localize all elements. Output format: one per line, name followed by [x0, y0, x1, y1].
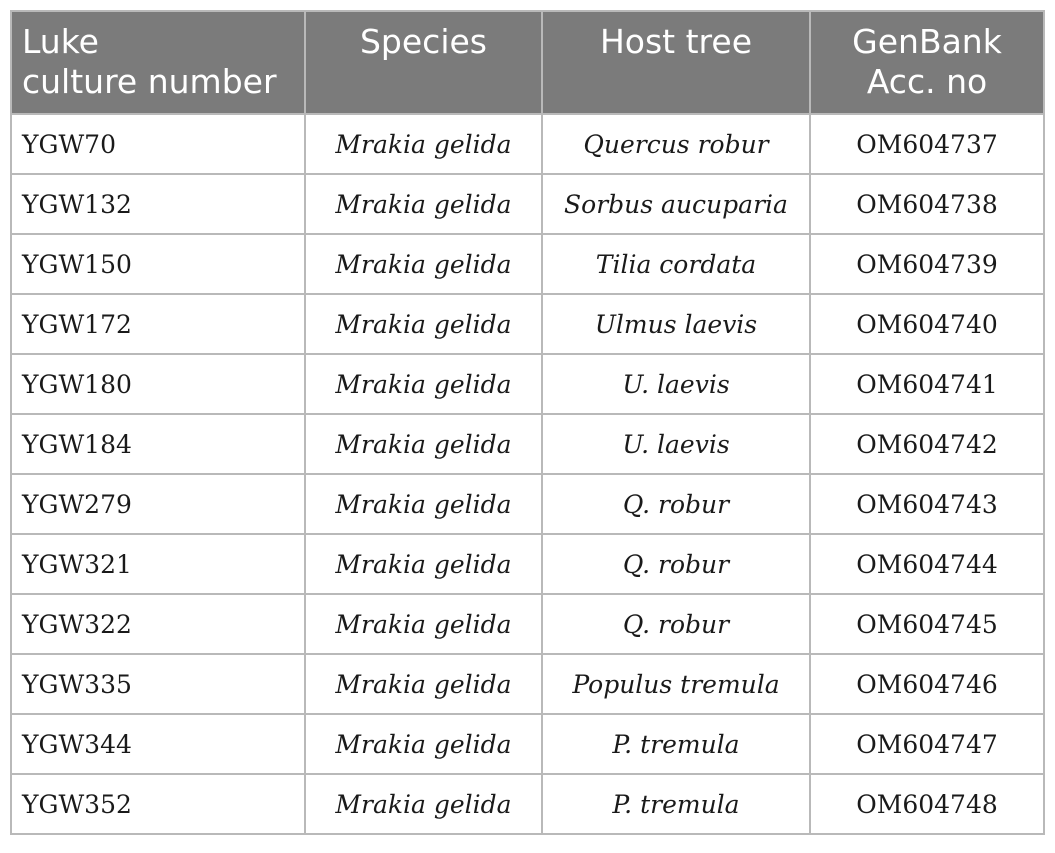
table-row: YGW150 Mrakia gelida Tilia cordata OM604739 [10, 233, 1045, 295]
genbank-acc-cell: OM604741 [809, 353, 1045, 415]
table-row: YGW344 Mrakia gelida P. tremula OM604747 [10, 713, 1045, 775]
header-culture-number: Luke culture number [10, 10, 306, 115]
header-genbank-acc-line-1: GenBank [852, 22, 1002, 61]
host-tree-cell: Quercus robur [541, 113, 811, 175]
genbank-acc-cell: OM604737 [809, 113, 1045, 175]
genbank-acc-cell: OM604746 [809, 653, 1045, 715]
table-row: YGW132 Mrakia gelida Sorbus aucuparia OM604… [10, 173, 1045, 235]
table-row: YGW321 Mrakia gelida Q. robur OM604744 [10, 533, 1045, 595]
culture-number-cell: YGW322 [10, 593, 306, 655]
header-culture-number-line-1: Luke [22, 22, 99, 61]
species-cell: Mrakia gelida [304, 113, 543, 175]
host-tree-cell: Populus tremula [541, 653, 811, 715]
host-tree-cell: P. tremula [541, 773, 811, 835]
host-tree-cell: Q. robur [541, 533, 811, 595]
culture-number-cell: YGW132 [10, 173, 306, 235]
genbank-acc-cell: OM604743 [809, 473, 1045, 535]
header-row: Luke culture number Species Host tree Ge… [10, 10, 1045, 115]
genbank-acc-cell: OM604744 [809, 533, 1045, 595]
table-row: YGW70 Mrakia gelida Quercus robur OM604737 [10, 113, 1045, 175]
header-genbank-acc: GenBank Acc. no [809, 10, 1045, 115]
host-tree-cell: Ulmus laevis [541, 293, 811, 355]
table-row: YGW335 Mrakia gelida Populus tremula OM6047… [10, 653, 1045, 715]
table-header: Luke culture number Species Host tree Ge… [10, 10, 1045, 115]
genbank-acc-cell: OM604747 [809, 713, 1045, 775]
culture-number-cell: YGW184 [10, 413, 306, 475]
table-row: YGW172 Mrakia gelida Ulmus laevis OM604740 [10, 293, 1045, 355]
table-row: YGW322 Mrakia gelida Q. robur OM604745 [10, 593, 1045, 655]
table-row: YGW279 Mrakia gelida Q. robur OM604743 [10, 473, 1045, 535]
culture-number-cell: YGW279 [10, 473, 306, 535]
species-cell: Mrakia gelida [304, 773, 543, 835]
culture-number-cell: YGW180 [10, 353, 306, 415]
genbank-acc-cell: OM604745 [809, 593, 1045, 655]
culture-number-cell: YGW335 [10, 653, 306, 715]
header-species: Species [304, 10, 543, 115]
genbank-acc-cell: OM604739 [809, 233, 1045, 295]
table-body: YGW70 Mrakia gelida Quercus robur OM604737 Y… [10, 113, 1045, 835]
species-cell: Mrakia gelida [304, 653, 543, 715]
species-cell: Mrakia gelida [304, 233, 543, 295]
species-cell: Mrakia gelida [304, 593, 543, 655]
host-tree-cell: U. laevis [541, 353, 811, 415]
header-culture-number-line-2: culture number [22, 62, 277, 101]
genbank-acc-cell: OM604738 [809, 173, 1045, 235]
species-cell: Mrakia gelida [304, 533, 543, 595]
host-tree-cell: Sorbus aucuparia [541, 173, 811, 235]
species-cell: Mrakia gelida [304, 173, 543, 235]
species-cell: Mrakia gelida [304, 413, 543, 475]
table-row: YGW352 Mrakia gelida P. tremula OM604748 [10, 773, 1045, 835]
culture-number-cell: YGW150 [10, 233, 306, 295]
header-species-line-1: Species [359, 22, 487, 61]
genbank-acc-cell: OM604742 [809, 413, 1045, 475]
table-row: YGW180 Mrakia gelida U. laevis OM604741 [10, 353, 1045, 415]
header-host-tree-line-1: Host tree [599, 22, 752, 61]
species-cell: Mrakia gelida [304, 293, 543, 355]
culture-number-cell: YGW344 [10, 713, 306, 775]
host-tree-cell: P. tremula [541, 713, 811, 775]
host-tree-cell: Q. robur [541, 593, 811, 655]
header-genbank-acc-line-2: Acc. no [866, 62, 988, 101]
genbank-acc-cell: OM604748 [809, 773, 1045, 835]
species-cell: Mrakia gelida [304, 473, 543, 535]
culture-number-cell: YGW172 [10, 293, 306, 355]
culture-number-cell: YGW321 [10, 533, 306, 595]
host-tree-cell: Q. robur [541, 473, 811, 535]
host-tree-cell: U. laevis [541, 413, 811, 475]
species-cell: Mrakia gelida [304, 353, 543, 415]
culture-number-cell: YGW70 [10, 113, 306, 175]
genbank-acc-cell: OM604740 [809, 293, 1045, 355]
table-row: YGW184 Mrakia gelida U. laevis OM604742 [10, 413, 1045, 475]
species-cell: Mrakia gelida [304, 713, 543, 775]
culture-number-cell: YGW352 [10, 773, 306, 835]
header-host-tree: Host tree [541, 10, 811, 115]
host-tree-cell: Tilia cordata [541, 233, 811, 295]
culture-table: Luke culture number Species Host tree Ge… [10, 10, 1045, 835]
